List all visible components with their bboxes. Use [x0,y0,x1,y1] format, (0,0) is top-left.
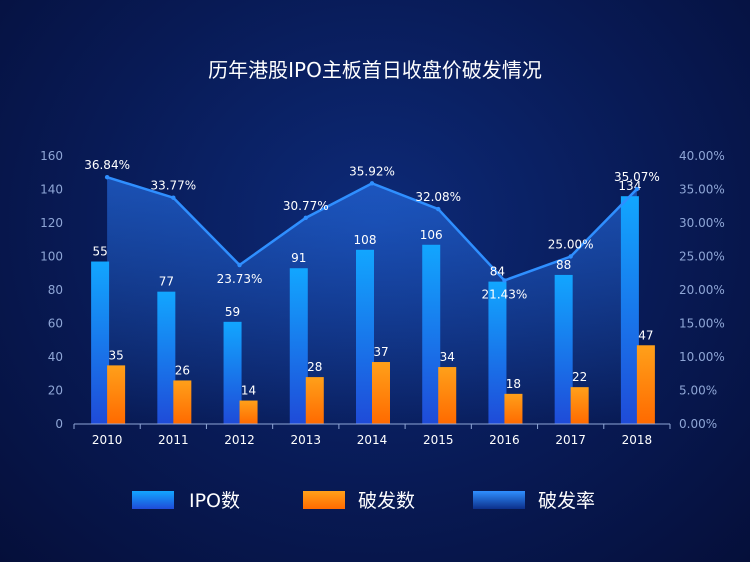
label-rate: 25.00% [548,238,594,252]
left-tick-label: 160 [40,149,63,163]
label-break: 37 [373,345,388,359]
bar-ipo [289,268,308,424]
x-axis-ticks: 2010 2011 2012 2013 2014 2015 2016 2017 2018 [73,424,671,447]
bar-ipo [554,274,573,424]
label-ipo: 59 [225,305,240,319]
right-tick-label: 15.00% [679,317,725,331]
label-break: 28 [307,360,322,374]
bar-break [173,380,192,424]
legend-rate-swatch [473,491,525,509]
left-tick-label: 20 [48,384,63,398]
label-ipo: 88 [556,258,571,272]
label-break: 26 [175,363,190,377]
label-break: 22 [572,370,587,384]
right-tick-label: 10.00% [679,350,725,364]
label-rate: 23.73% [217,272,263,286]
right-axis-ticks: 0.00% 5.00% 10.00% 15.00% 20.00% 25.00% 30.00%… [679,149,725,431]
left-tick-label: 120 [40,216,63,230]
x-tick-label: 2017 [555,433,586,447]
label-rate: 33.77% [150,179,196,193]
right-tick-label: 30.00% [679,216,725,230]
left-tick-label: 60 [48,317,63,331]
rate-point [237,262,242,268]
label-ipo: 84 [490,265,505,279]
legend: IPO数 破发数 破发率 [132,490,595,512]
left-axis-ticks: 0 20 40 60 80 100 120 140 160 [40,149,63,431]
bars [91,196,655,424]
rate-point [369,181,375,186]
data-labels: 5535772659149128108371063484188822134473… [84,158,660,397]
label-ipo: 77 [159,275,174,289]
left-tick-label: 80 [48,283,63,297]
left-tick-label: 140 [40,183,63,197]
x-tick-label: 2011 [158,433,189,447]
right-tick-label: 0.00% [679,417,717,431]
legend-rate-label: 破发率 [538,490,595,512]
rate-point [436,206,441,212]
x-tick-label: 2014 [357,433,388,447]
bar-break [570,387,589,424]
bar-ipo [157,291,176,424]
x-tick-label: 2012 [224,433,255,447]
right-tick-label: 35.00% [679,183,725,197]
rate-point [502,278,507,283]
rate-point [568,254,573,259]
bar-ipo [422,244,441,424]
legend-ipo-label: IPO数 [189,490,240,512]
bar-ipo [356,249,374,424]
legend-ipo-swatch [132,491,174,509]
bar-break [504,393,523,424]
legend-break-swatch [303,491,345,509]
right-tick-label: 20.00% [679,283,725,297]
legend-break-label: 破发数 [358,490,415,512]
bar-ipo [91,261,110,424]
x-tick-label: 2016 [489,433,520,447]
label-rate: 35.92% [349,164,395,178]
x-tick-label: 2015 [423,433,454,447]
bar-ipo [223,321,242,424]
bar-break [305,377,324,424]
right-tick-label: 25.00% [679,250,725,264]
rate-point [634,186,640,192]
label-break: 34 [440,350,455,364]
right-tick-label: 40.00% [679,149,725,163]
bar-ipo [620,196,639,424]
label-rate: 32.08% [415,190,461,204]
label-break: 47 [638,328,653,342]
rate-point [104,174,110,180]
label-ipo: 55 [92,245,107,259]
label-ipo: 91 [291,251,306,265]
bar-break [438,367,457,424]
x-tick-label: 2018 [622,433,653,447]
label-break: 18 [506,377,521,391]
bar-break [636,345,655,424]
label-rate: 21.43% [482,287,528,301]
label-ipo: 106 [420,228,443,242]
label-break: 35 [108,348,123,362]
left-tick-label: 100 [40,250,63,264]
left-tick-label: 40 [48,350,63,364]
x-tick-label: 2010 [92,433,123,447]
x-tick-label: 2013 [291,433,322,447]
bar-break [107,365,126,424]
rate-point [171,195,176,200]
chart-title: 历年港股IPO主板首日收盘价破发情况 [208,58,542,82]
right-tick-label: 5.00% [679,384,717,398]
label-rate: 35.07% [614,170,660,184]
rate-point [303,215,308,221]
label-break: 14 [241,384,256,398]
bar-break [372,362,390,424]
bar-break [239,400,258,424]
left-tick-label: 0 [55,417,63,431]
label-rate: 36.84% [84,158,130,172]
label-ipo: 108 [354,233,377,247]
label-rate: 30.77% [283,199,329,213]
bar-ipo [488,281,507,424]
